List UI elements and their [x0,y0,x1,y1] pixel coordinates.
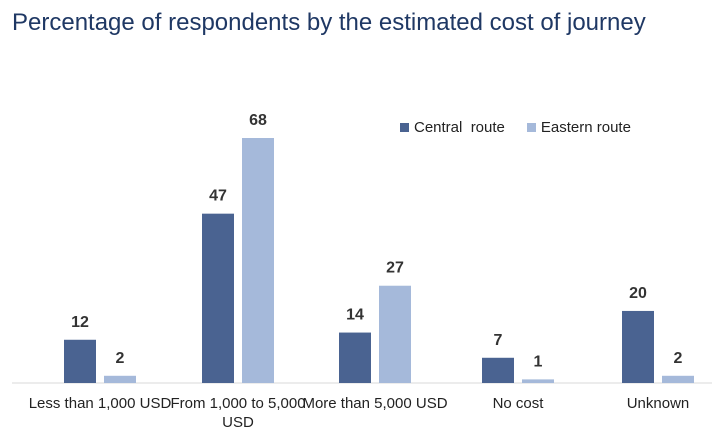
bar-eastern-route-less-than-1-000-usd [104,375,136,383]
legend: Central route Eastern route [400,119,631,136]
legend-label-central: Central route [414,119,505,136]
bar-central-route-more-than-5-000-usd [339,332,371,383]
legend-swatch-central [400,123,409,132]
data-label-central-route-more-than-5-000-usd: 14 [346,307,364,324]
bar-central-route-unknown [622,310,654,383]
data-label-eastern-route-no-cost: 1 [534,353,543,370]
legend-label-eastern: Eastern route [540,119,631,136]
legend-item-eastern: Eastern route [526,119,631,136]
bar-central-route-from-1-000-to-5-000-usd [202,213,234,383]
category-label-unknown: Unknown [626,395,690,412]
bar-eastern-route-unknown [662,375,694,383]
category-label-less-than-1-000-usd: Less than 1,000 USD [28,395,172,412]
data-label-central-route-no-cost: 7 [494,332,503,349]
bar-eastern-route-more-than-5-000-usd [379,285,411,383]
data-label-eastern-route-less-than-1-000-usd: 2 [116,350,125,367]
bar-central-route-no-cost [482,357,514,383]
bar-central-route-less-than-1-000-usd [64,339,96,383]
bar-eastern-route-from-1-000-to-5-000-usd [242,138,274,383]
category-label-no-cost: No cost [492,395,544,412]
category-label-more-than-5-000-usd: More than 5,000 USD [302,395,448,412]
data-label-central-route-less-than-1-000-usd: 12 [71,314,89,331]
data-label-eastern-route-from-1-000-to-5-000-usd: 68 [249,112,267,129]
bars-group: 12 2 47 68 14 27 7 1 20 2 [64,112,694,383]
legend-swatch-eastern [526,123,536,132]
data-label-central-route-from-1-000-to-5-000-usd: 47 [209,188,227,205]
legend-item-central: Central route [400,119,505,136]
data-label-eastern-route-more-than-5-000-usd: 27 [386,260,404,277]
bar-eastern-route-no-cost [522,379,554,383]
data-label-eastern-route-unknown: 2 [674,350,683,367]
data-label-central-route-unknown: 20 [629,285,647,302]
category-label-from-1-000-to-5-000-usd: From 1,000 to 5,000 USD [170,395,306,431]
chart-title: Percentage of respondents by the estimat… [12,9,646,36]
